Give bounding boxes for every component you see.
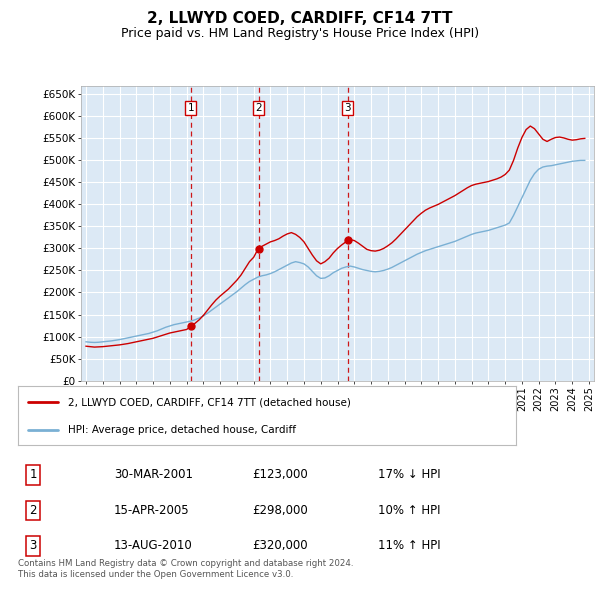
Text: £123,000: £123,000 <box>252 468 308 481</box>
Text: 3: 3 <box>344 103 351 113</box>
Text: Price paid vs. HM Land Registry's House Price Index (HPI): Price paid vs. HM Land Registry's House … <box>121 27 479 40</box>
Text: 13-AUG-2010: 13-AUG-2010 <box>114 539 193 552</box>
Text: 15-APR-2005: 15-APR-2005 <box>114 504 190 517</box>
Text: HPI: Average price, detached house, Cardiff: HPI: Average price, detached house, Card… <box>68 425 296 434</box>
Text: 10% ↑ HPI: 10% ↑ HPI <box>378 504 440 517</box>
Text: Contains HM Land Registry data © Crown copyright and database right 2024.
This d: Contains HM Land Registry data © Crown c… <box>18 559 353 579</box>
Text: 2, LLWYD COED, CARDIFF, CF14 7TT (detached house): 2, LLWYD COED, CARDIFF, CF14 7TT (detach… <box>68 398 350 407</box>
Text: 1: 1 <box>29 468 37 481</box>
Text: 2, LLWYD COED, CARDIFF, CF14 7TT: 2, LLWYD COED, CARDIFF, CF14 7TT <box>147 11 453 27</box>
Text: 1: 1 <box>187 103 194 113</box>
Text: 30-MAR-2001: 30-MAR-2001 <box>114 468 193 481</box>
Text: 2: 2 <box>255 103 262 113</box>
Text: 17% ↓ HPI: 17% ↓ HPI <box>378 468 440 481</box>
Text: 3: 3 <box>29 539 37 552</box>
Text: 2: 2 <box>29 504 37 517</box>
Text: £298,000: £298,000 <box>252 504 308 517</box>
Text: £320,000: £320,000 <box>252 539 308 552</box>
Text: 11% ↑ HPI: 11% ↑ HPI <box>378 539 440 552</box>
